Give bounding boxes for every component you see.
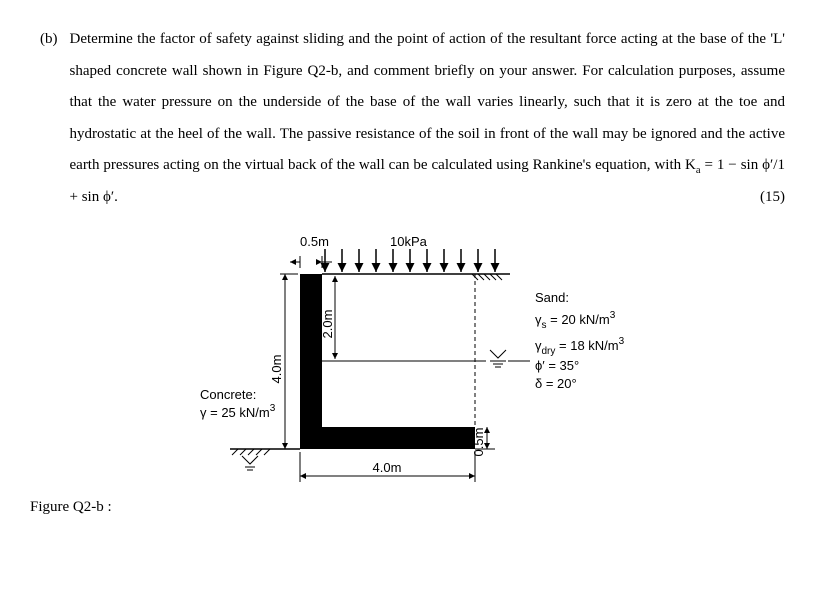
ground-left-hatch <box>232 449 270 455</box>
surface-hatch-top <box>472 274 502 280</box>
figure-label: Figure Q2-b : <box>30 492 112 524</box>
delta-text: δ = 20° <box>535 376 577 391</box>
question-text: Determine the factor of safety against s… <box>70 24 786 214</box>
dim-stem-w-text: 0.5m <box>300 234 329 249</box>
gamma-s: γs = 20 kN/m3 <box>535 310 616 331</box>
concrete-label: Concrete: <box>200 387 256 402</box>
surcharge-arrows <box>325 249 495 272</box>
dim-base-w-text: 4.0m <box>373 460 402 475</box>
q-text-1: Determine the factor of safety against s… <box>70 31 786 173</box>
figure-area: 0.5m 10kPa 4.0m 2.0m 0.5m <box>40 224 785 524</box>
sand-annotation: Sand: γs = 20 kN/m3 γdry = 18 kN/m3 ϕ′ =… <box>535 290 625 391</box>
water-table-left <box>242 456 258 470</box>
gamma-dry: γdry = 18 kN/m3 <box>535 336 625 357</box>
dim-h-upper-text: 2.0m <box>320 309 335 338</box>
surcharge-text: 10kPa <box>390 234 428 249</box>
question-block: (b) Determine the factor of safety again… <box>40 24 785 214</box>
dim-h-total-text: 4.0m <box>269 354 284 383</box>
marks: (15) <box>760 182 785 214</box>
figure-svg: 0.5m 10kPa 4.0m 2.0m 0.5m <box>190 224 710 504</box>
phi-text: ϕ′ = 35° <box>535 358 579 373</box>
part-label: (b) <box>40 24 58 214</box>
water-table-right <box>490 350 530 367</box>
figure-svg-wrap: 0.5m 10kPa 4.0m 2.0m 0.5m <box>190 224 710 517</box>
dim-base-t-text: 0.5m <box>471 427 486 456</box>
concrete-gamma: γ = 25 kN/m3 <box>200 403 276 420</box>
sand-label: Sand: <box>535 290 569 305</box>
